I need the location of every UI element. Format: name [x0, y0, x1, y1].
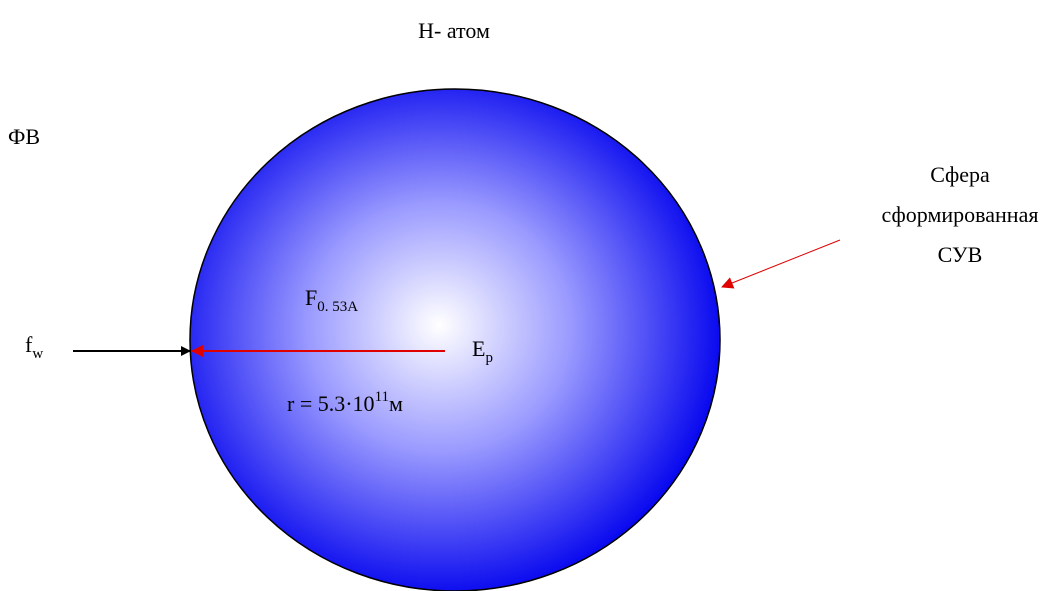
sphere [189, 88, 721, 591]
sub: p [485, 350, 493, 366]
unit: м [389, 391, 403, 416]
radius-label: r = 5.3·1011м [287, 389, 403, 416]
sup: 11 [375, 389, 389, 405]
energy-label: Ep [472, 336, 493, 366]
sub: 0. 53A [317, 299, 358, 315]
main: F [305, 285, 317, 310]
force-label: fw [25, 332, 43, 362]
main: r = 5.3·10 [287, 391, 375, 416]
title: H- атом [418, 18, 490, 43]
sub: w [32, 346, 43, 362]
main: f [25, 332, 33, 357]
caption-line: Сфера [930, 162, 990, 187]
caption-line: СУВ [938, 242, 983, 267]
caption-line: сформированная [882, 202, 1039, 227]
main: E [472, 336, 485, 361]
flux-label: F0. 53A [305, 285, 358, 315]
field-label: ФВ [8, 124, 40, 149]
caption-arrow [721, 239, 841, 289]
